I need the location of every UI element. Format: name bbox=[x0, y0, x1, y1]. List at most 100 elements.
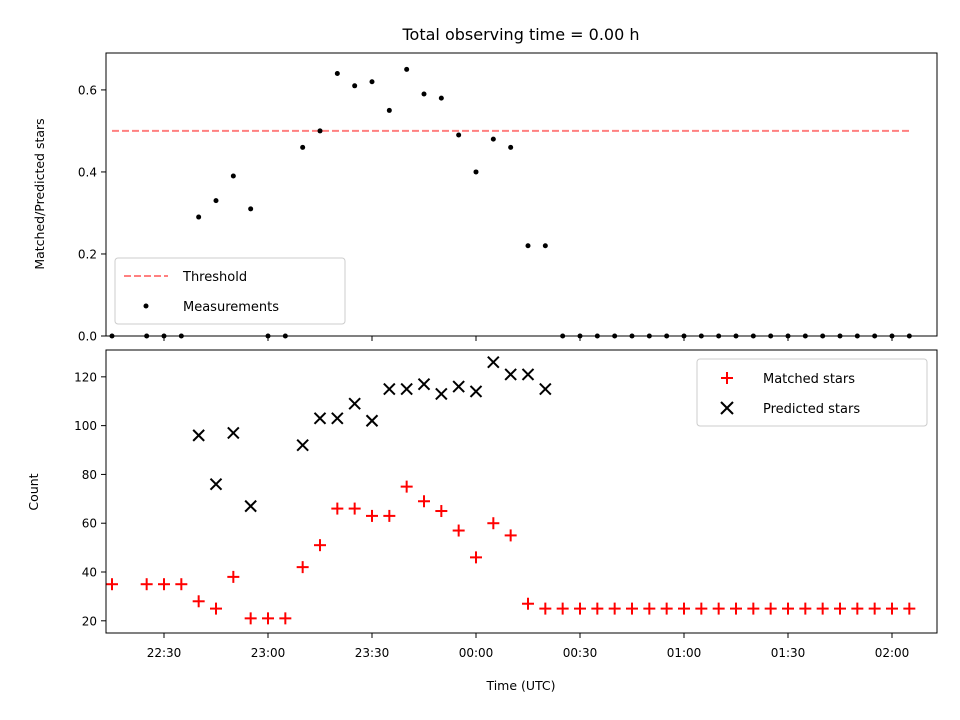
matched-stars-point bbox=[608, 602, 621, 615]
matched-stars-point bbox=[522, 597, 534, 610]
predicted-legend-label: Predicted stars bbox=[763, 402, 860, 417]
measurement-point bbox=[248, 206, 254, 212]
top-x-ticks bbox=[163, 336, 893, 341]
x-tick-label: 01:30 bbox=[771, 646, 806, 660]
x-tick-label: 23:00 bbox=[251, 646, 286, 660]
measurement-point bbox=[542, 243, 548, 249]
predicted-legend-marker bbox=[720, 401, 734, 415]
bottom-legend-box bbox=[696, 358, 928, 427]
matched-stars-point bbox=[227, 570, 240, 583]
bottom-y-axis-label: Count bbox=[26, 473, 41, 510]
measurement-point bbox=[508, 144, 514, 150]
measurement-point bbox=[421, 91, 427, 97]
predicted-stars-point bbox=[539, 382, 552, 396]
matched-stars-point bbox=[834, 602, 846, 615]
top-y-tick-label: 0.6 bbox=[78, 83, 97, 97]
matched-stars-point bbox=[764, 602, 777, 615]
top-chart-title: Total observing time = 0.00 h bbox=[401, 25, 639, 44]
measurements-legend-label: Measurements bbox=[183, 300, 279, 315]
bottom-legend: Matched stars Predicted stars bbox=[696, 358, 928, 427]
x-tick-label: 02:00 bbox=[875, 646, 910, 660]
measurement-point bbox=[525, 243, 531, 249]
top-legend: Threshold Measurements bbox=[114, 257, 346, 325]
matched-stars-point bbox=[400, 480, 413, 493]
x-tick-label: 00:00 bbox=[459, 646, 494, 660]
matched-stars-point bbox=[279, 612, 292, 625]
bottom-panel: 20 40 60 80 100 120 22:30 23:00 23:30 00:00 00:30… bbox=[26, 349, 938, 693]
matched-stars-point bbox=[816, 602, 829, 615]
predicted-stars-point bbox=[331, 412, 344, 425]
matched-stars-point bbox=[903, 602, 916, 615]
matched-stars-point bbox=[175, 578, 188, 591]
matched-stars-point bbox=[799, 602, 812, 615]
x-tick-label: 01:00 bbox=[667, 646, 702, 660]
matched-stars-point bbox=[158, 578, 170, 591]
matched-stars-point bbox=[730, 602, 742, 615]
x-axis-label: Time (UTC) bbox=[485, 678, 555, 693]
predicted-stars-point bbox=[504, 368, 517, 381]
x-tick-label: 22:30 bbox=[147, 646, 182, 660]
matched-stars-point bbox=[418, 495, 430, 508]
bottom-x-ticks: 22:30 23:00 23:30 00:00 00:30 01:00 01:30 02:00 bbox=[147, 633, 910, 660]
predicted-stars-point bbox=[365, 414, 379, 427]
matched-stars-point bbox=[504, 529, 517, 542]
measurement-point bbox=[438, 95, 444, 101]
matched-stars-point bbox=[470, 551, 482, 564]
predicted-stars-point bbox=[227, 426, 240, 440]
matched-stars-point bbox=[244, 612, 257, 625]
matched-stars-point bbox=[851, 602, 864, 615]
top-plot-area bbox=[109, 66, 912, 339]
bottom-y-ticks: 20 40 60 80 100 120 bbox=[74, 370, 106, 628]
top-panel: 0.0 0.2 0.4 0.6 Matched/Predicted stars Thr… bbox=[32, 52, 938, 344]
measurement-point bbox=[196, 214, 202, 220]
matched-stars-point bbox=[695, 602, 708, 615]
matched-stars-point bbox=[712, 602, 725, 615]
top-legend-box bbox=[114, 257, 346, 325]
measurement-point bbox=[334, 71, 340, 77]
matched-stars-point bbox=[210, 602, 222, 615]
matched-stars-point bbox=[383, 509, 396, 522]
matched-stars-point bbox=[782, 602, 794, 615]
predicted-stars-point bbox=[400, 382, 413, 396]
matched-stars-point bbox=[643, 602, 656, 615]
matched-stars-point bbox=[314, 539, 326, 552]
predicted-stars-point bbox=[244, 499, 257, 513]
predicted-stars-point bbox=[417, 377, 431, 391]
matched-stars-point bbox=[348, 502, 361, 515]
measurement-point bbox=[352, 83, 358, 89]
predicted-stars-point bbox=[313, 412, 327, 425]
matched-stars-point bbox=[366, 509, 378, 522]
matched-stars-point bbox=[487, 517, 500, 530]
matched-stars-point bbox=[435, 505, 448, 518]
matched-stars-point bbox=[262, 612, 274, 625]
measurement-point bbox=[456, 132, 462, 138]
predicted-stars-point bbox=[435, 387, 448, 401]
matched-stars-point bbox=[626, 602, 638, 615]
matched-stars-point bbox=[452, 524, 465, 537]
matched-legend-marker bbox=[721, 372, 733, 384]
predicted-stars-point bbox=[348, 397, 361, 410]
threshold-legend-label: Threshold bbox=[182, 270, 247, 285]
bottom-y-tick-label: 40 bbox=[82, 566, 97, 580]
matched-stars-point bbox=[868, 602, 881, 615]
matched-stars-point bbox=[331, 502, 344, 515]
predicted-stars-point bbox=[209, 477, 223, 491]
predicted-stars-point bbox=[192, 429, 205, 442]
matched-stars-point bbox=[678, 602, 690, 615]
measurement-point bbox=[300, 144, 306, 150]
bottom-axes-frame bbox=[105, 349, 938, 634]
top-y-tick-label: 0.2 bbox=[78, 247, 97, 261]
measurement-point bbox=[369, 79, 375, 85]
top-axes-frame bbox=[105, 52, 938, 337]
top-y-ticks: 0.0 0.2 0.4 0.6 bbox=[78, 83, 106, 344]
matched-stars-point bbox=[660, 602, 673, 615]
measurement-point bbox=[473, 169, 479, 175]
top-y-tick-label: 0.4 bbox=[78, 165, 97, 179]
top-y-axis-label: Matched/Predicted stars bbox=[32, 118, 47, 269]
bottom-plot-area bbox=[106, 355, 916, 625]
bottom-y-tick-label: 120 bbox=[74, 370, 97, 384]
measurement-point bbox=[490, 136, 496, 142]
matched-stars-point bbox=[106, 578, 118, 591]
matched-stars-point bbox=[886, 602, 898, 615]
